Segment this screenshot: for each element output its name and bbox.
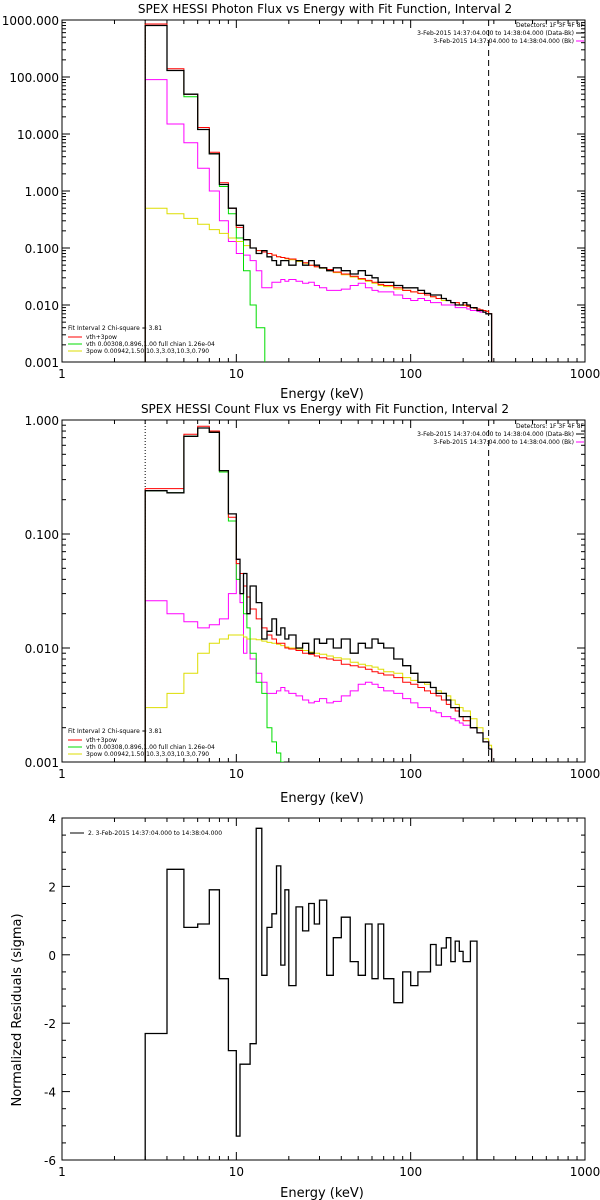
x-tick-label: 1: [58, 1165, 66, 1179]
panel2-legend-bottomleft: Fit Interval 2 Chi-square = 3.81 vth+3po…: [68, 728, 215, 758]
y-tick-label: 0.100: [25, 528, 59, 542]
panel1-plot: 1 10 100 1000 1000.000 100.000 10.000 1.000 0.10…: [2, 14, 600, 381]
x-tick-label: 100: [399, 767, 422, 781]
panel1-powerlaw-label: 3pow 0.00942,1.50,10.3,3.03,10.3,0.790: [86, 348, 209, 355]
y-tick-label: 4: [48, 812, 56, 826]
plot-frame: [61, 817, 586, 1161]
y-tick-label: 1.000: [25, 414, 59, 428]
plot-frame: [61, 19, 586, 363]
panel2-title: SPEX HESSI Count Flux vs Energy with Fit…: [141, 402, 509, 416]
y-tick-label: 0.010: [25, 299, 59, 313]
panel1-legend-topright: Detectors: 1F 3F 4F 8F 3-Feb-2015 14:37:…: [417, 22, 584, 45]
x-tick-label: 1: [58, 367, 66, 381]
panel3-legend-label: 2. 3-Feb-2015 14:37:04.000 to 14:38:04.0…: [88, 830, 222, 837]
panel1-title: SPEX HESSI Photon Flux vs Energy with Fi…: [138, 2, 512, 16]
residuals-panel: Energy (keV) Normalized Residuals (sigma…: [10, 830, 364, 1200]
x-tick-label: 1: [58, 767, 66, 781]
x-tick-label: 1000: [570, 1165, 600, 1179]
panel2-legend-bk: 3-Feb-2015 14:37:04.000 to 14:38:04.000 …: [433, 439, 574, 446]
series-total: [144, 425, 493, 762]
series-data: [144, 427, 493, 762]
series-data: [144, 24, 493, 362]
panel1-legend-bk: 3-Feb-2015 14:37:04.000 to 14:38:04.000 …: [433, 38, 574, 45]
panel2-thermal-label: vth 0.00308,0.896,1.00 full chian 1.26e-…: [86, 744, 215, 751]
panel2-fit-info: Fit Interval 2 Chi-square = 3.81: [68, 728, 162, 735]
panel2-legend-detectors: Detectors: 1F 3F 4F 8F: [516, 423, 585, 430]
x-tick-label: 10: [229, 367, 244, 381]
y-tick-label: 100.000: [9, 71, 59, 85]
panel1-legend-data: 3-Feb-2015 14:37:04.000 to 14:38:04.000 …: [417, 30, 574, 37]
plot-frame: [61, 419, 586, 763]
y-tick-label: 0.001: [25, 756, 59, 770]
panel2-plot: 1 10 100 1000 1.000 0.100 0.010 0.001: [25, 414, 600, 781]
count-flux-panel: SPEX HESSI Count Flux vs Energy with Fit…: [68, 402, 585, 806]
y-tick-label: -2: [44, 1017, 56, 1031]
y-tick-label: 2: [48, 880, 56, 894]
series-thermal: [144, 23, 266, 362]
y-tick-label: 0.010: [25, 642, 59, 656]
panel2-total-label: vth+3pow: [86, 737, 117, 744]
x-tick-label: 1000: [570, 367, 600, 381]
x-tick-label: 10: [229, 1165, 244, 1179]
series-data: [144, 827, 492, 1160]
panel3-plot: 1 10 100 1000 4 2 0 -2 -4 -6: [44, 812, 600, 1179]
x-tick-label: 100: [399, 367, 422, 381]
x-tick-label: 1000: [570, 767, 600, 781]
panel1-legend-detectors: Detectors: 1F 3F 4F 8F: [516, 22, 585, 29]
y-tick-label: 0.100: [25, 242, 59, 256]
panel3-xlabel: Energy (keV): [280, 1186, 364, 1200]
y-tick-label: 1.000: [25, 185, 59, 199]
x-tick-label: 100: [399, 1165, 422, 1179]
y-tick-label: 10.000: [17, 128, 59, 142]
series-total: [144, 23, 493, 362]
x-tick-label: 10: [229, 767, 244, 781]
photon-flux-panel: SPEX HESSI Photon Flux vs Energy with Fi…: [68, 2, 585, 402]
panel2-xlabel: Energy (keV): [280, 791, 364, 806]
y-tick-label: -4: [44, 1086, 56, 1100]
series-thermal: [144, 427, 284, 762]
panel1-legend-bottomleft: Fit Interval 2 Chi-square = 3.81 vth+3po…: [68, 325, 215, 355]
panel1-xlabel: Energy (keV): [280, 387, 364, 402]
y-tick-label: 0.001: [25, 356, 59, 370]
panel2-powerlaw-label: 3pow 0.00942,1.50,10.3,3.03,10.3,0.790: [86, 751, 209, 758]
plot-layer: 1 10 100 10001000.000100.00010.0001.0000.10…: [2, 14, 600, 1179]
panel1-total-label: vth+3pow: [86, 334, 117, 341]
series-powerlaw: [144, 634, 493, 762]
y-tick-label: 1000.000: [2, 14, 59, 28]
panel2-legend-data: 3-Feb-2015 14:37:04.000 to 14:38:04.000 …: [417, 431, 574, 438]
series-background: [144, 558, 493, 762]
panel3-ylabel: Normalized Residuals (sigma): [10, 913, 25, 1106]
y-tick-label: 0: [48, 949, 56, 963]
series-background: [144, 79, 493, 362]
y-tick-label: -6: [44, 1154, 56, 1168]
panel2-legend-topright: Detectors: 1F 3F 4F 8F 3-Feb-2015 14:37:…: [417, 423, 584, 446]
panel1-thermal-label: vth 0.00308,0.896,1.00 full chian 1.26e-…: [86, 341, 215, 348]
panel1-fit-info: Fit Interval 2 Chi-square = 3.81: [68, 325, 162, 332]
